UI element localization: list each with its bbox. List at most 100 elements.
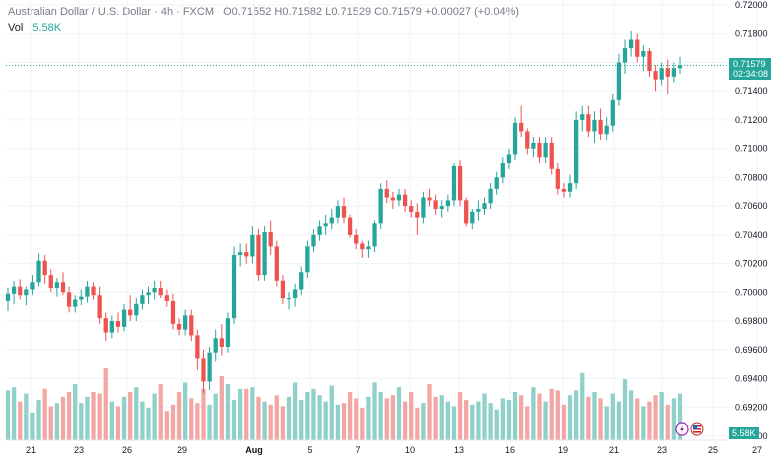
volume-bar — [525, 406, 530, 440]
candle-body — [628, 39, 634, 49]
volume-bar — [537, 393, 542, 440]
volume-bar — [427, 384, 432, 440]
candle-body — [152, 288, 157, 293]
candle-body — [170, 300, 176, 324]
time-tick-label: 25 — [708, 445, 718, 455]
candle-body — [488, 188, 493, 204]
candle-body — [451, 165, 457, 201]
candle-body — [555, 168, 560, 189]
candle-body — [189, 315, 194, 336]
candle-body — [567, 183, 573, 192]
candle-body — [195, 335, 200, 359]
volume-bar — [274, 395, 279, 440]
candle-body — [311, 234, 316, 247]
volume-bar — [109, 401, 114, 440]
candle-body — [500, 163, 505, 178]
volume-bar — [134, 387, 139, 440]
candle-body — [390, 197, 396, 201]
volume-bar — [24, 393, 29, 440]
candle-body — [305, 246, 310, 273]
candle-body — [79, 296, 84, 300]
volume-bar — [586, 396, 591, 440]
volume-bar — [635, 398, 640, 440]
candle-body — [238, 252, 243, 255]
symbol-title: Australian Dollar / U.S. Dollar · 4h · F… — [8, 6, 214, 18]
price-tick-label: 0.70200 — [735, 259, 768, 269]
candle-body — [103, 318, 108, 333]
volume-bar — [616, 401, 622, 440]
volume-bar — [66, 392, 72, 440]
candle-body — [115, 321, 121, 327]
candle-body — [659, 68, 664, 80]
candle-body — [134, 303, 139, 316]
price-badge-countdown: 02:34:08 — [733, 69, 768, 79]
candle-body — [647, 50, 652, 72]
ohlc-values: O0.71552 H0.71582 L0.71529 C0.71579 +0.0… — [223, 6, 520, 18]
candle-body — [60, 282, 66, 293]
candle-body — [592, 119, 597, 132]
volume-bar — [354, 398, 359, 440]
grid-lines — [6, 0, 758, 440]
time-tick-label: 29 — [177, 445, 187, 455]
candle-body — [421, 197, 426, 218]
candle-body — [262, 231, 267, 276]
candle-body — [561, 188, 567, 192]
volume-bar — [5, 390, 11, 440]
candle-body — [323, 223, 328, 227]
volume-bar — [128, 392, 133, 440]
volume-bar — [219, 376, 224, 440]
candle-body — [384, 188, 389, 198]
price-tick-label: 0.70800 — [735, 172, 768, 182]
volume-bar — [622, 379, 628, 440]
candle-body — [457, 165, 463, 201]
volume-bar — [164, 411, 169, 440]
candle-body — [433, 200, 438, 210]
candle-body — [671, 68, 677, 77]
volume-bar — [152, 393, 157, 440]
volume-bar — [158, 384, 163, 440]
candle-body — [445, 200, 450, 207]
candle-body — [48, 275, 53, 289]
flag-icon[interactable] — [690, 422, 704, 436]
volume-bar — [280, 406, 286, 440]
candle-body — [140, 295, 145, 304]
volume-bar — [79, 403, 84, 440]
candle-body — [677, 65, 683, 69]
volume-bar — [250, 387, 255, 440]
volume-bar — [561, 404, 567, 440]
volume-bar — [121, 396, 127, 440]
volume-bar — [415, 408, 420, 440]
volume-bar — [580, 372, 585, 440]
candle-body — [519, 122, 524, 132]
time-tick-label: 23 — [74, 445, 84, 455]
candle-body — [610, 99, 615, 126]
candle-body — [586, 114, 591, 132]
lightning-icon[interactable] — [675, 422, 689, 436]
candle-body — [97, 295, 102, 319]
symbol-ohlc-line: Australian Dollar / U.S. Dollar · 4h · F… — [8, 4, 519, 20]
volume-bar — [574, 390, 579, 440]
volume-bar — [292, 382, 298, 440]
volume-bar — [445, 401, 450, 440]
volume-bar — [286, 396, 292, 440]
time-axis[interactable]: 21 23 26 29 Aug 5 7 10 13 16 19 21 23 25 27 — [6, 439, 762, 455]
candle-body — [329, 217, 334, 224]
volume-bar — [262, 401, 267, 440]
volume-bar — [598, 398, 603, 440]
volume-bar — [641, 406, 646, 440]
candle-body — [73, 299, 78, 307]
volume-bar — [409, 392, 414, 440]
volume-bar — [610, 393, 615, 440]
candle-body — [653, 71, 658, 80]
volume-bar — [659, 392, 664, 440]
candle-body — [622, 48, 628, 63]
time-tick-label: 16 — [505, 445, 515, 455]
volume-bar — [189, 398, 194, 440]
price-tick-label: 0.72000 — [735, 0, 768, 10]
volume-bar — [457, 392, 463, 440]
time-tick-label: 23 — [657, 445, 667, 455]
candle-body — [91, 286, 96, 296]
volume-label: Vol — [8, 22, 24, 34]
volume-bar — [140, 401, 145, 440]
